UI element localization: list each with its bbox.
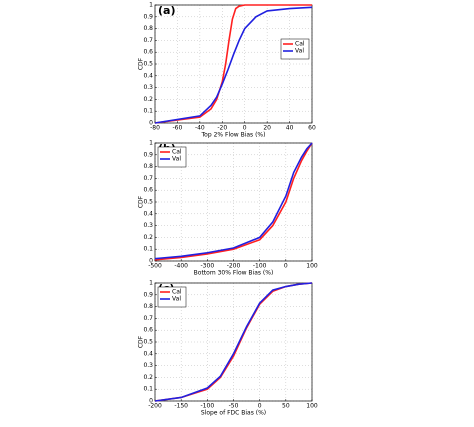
y-tick-label: 0.4 xyxy=(143,210,153,217)
y-axis-label: CDF xyxy=(138,195,145,208)
legend-label: Val xyxy=(295,48,304,55)
x-tick-label: 100 xyxy=(306,403,318,410)
cdf-line xyxy=(154,4,312,124)
x-tick-label: 40 xyxy=(286,125,294,132)
x-tick-label: 50 xyxy=(282,403,290,410)
y-tick-label: 0.8 xyxy=(143,163,153,170)
plot-frame xyxy=(154,282,313,402)
x-tick-label: 20 xyxy=(263,125,271,132)
legend-label: Cal xyxy=(295,41,305,48)
y-tick-label: 0.5 xyxy=(143,339,153,346)
cdf-line xyxy=(154,142,313,261)
legend-label: Cal xyxy=(172,149,182,156)
y-tick-label: 1 xyxy=(149,280,153,287)
y-tick-label: 0.1 xyxy=(143,108,153,115)
y-tick-label: 0.4 xyxy=(143,72,153,79)
plot-frame xyxy=(154,4,313,124)
x-tick-label: 60 xyxy=(308,125,316,132)
panel-label: (a) xyxy=(158,4,175,17)
legend-label: Val xyxy=(172,156,181,163)
legend-label: Val xyxy=(172,296,181,303)
y-tick-label: 1 xyxy=(149,2,153,9)
y-tick-label: 0.6 xyxy=(143,49,153,56)
y-tick-label: 0.5 xyxy=(143,199,153,206)
x-tick-label: 100 xyxy=(306,263,318,270)
y-tick-label: 0.9 xyxy=(143,151,153,158)
x-tick-label: -60 xyxy=(173,125,183,132)
y-tick-label: 0.7 xyxy=(143,175,153,182)
x-tick-label: -150 xyxy=(174,403,188,410)
x-tick-label: -40 xyxy=(195,125,205,132)
y-tick-label: 0 xyxy=(149,258,153,265)
x-tick-label: -50 xyxy=(229,403,239,410)
x-tick-label: 0 xyxy=(258,403,262,410)
y-tick-label: 0.3 xyxy=(143,222,153,229)
y-tick-label: 0.2 xyxy=(143,374,153,381)
x-tick-label: -300 xyxy=(201,263,215,270)
y-tick-label: 0.3 xyxy=(143,362,153,369)
y-tick-label: 0.6 xyxy=(143,327,153,334)
x-tick-label: -400 xyxy=(174,263,188,270)
y-tick-label: 0 xyxy=(149,120,153,127)
y-tick-label: 0.4 xyxy=(143,350,153,357)
y-axis-label: CDF xyxy=(138,57,145,70)
y-tick-label: 0.6 xyxy=(143,187,153,194)
x-tick-label: -80 xyxy=(150,125,160,132)
y-tick-label: 0.5 xyxy=(143,61,153,68)
legend-label: Cal xyxy=(172,289,182,296)
y-tick-label: 0.2 xyxy=(143,96,153,103)
y-tick-label: 0.9 xyxy=(143,291,153,298)
y-tick-label: 0.9 xyxy=(143,13,153,20)
y-tick-label: 0.1 xyxy=(143,246,153,253)
x-tick-label: -200 xyxy=(227,263,241,270)
x-axis-label: Slope of FDC Bias (%) xyxy=(201,410,266,417)
cdf-line xyxy=(154,6,313,124)
y-tick-label: 0.7 xyxy=(143,315,153,322)
y-tick-label: 0.7 xyxy=(143,37,153,44)
cdf-line xyxy=(154,142,313,260)
x-tick-label: -100 xyxy=(201,403,215,410)
cdf-line xyxy=(154,282,313,402)
x-tick-label: -100 xyxy=(253,263,267,270)
x-axis-label: Bottom 30% Flow Bias (%) xyxy=(194,270,274,277)
x-tick-label: -500 xyxy=(148,263,162,270)
x-tick-label: 0 xyxy=(284,263,288,270)
x-axis-label: Top 2% Flow Bias (%) xyxy=(201,132,266,139)
y-tick-label: 0.8 xyxy=(143,25,153,32)
plot-frame xyxy=(154,142,313,262)
y-tick-label: 1 xyxy=(149,140,153,147)
y-axis-label: CDF xyxy=(138,335,145,348)
y-tick-label: 0.2 xyxy=(143,234,153,241)
x-tick-label: 0 xyxy=(243,125,247,132)
x-tick-label: -200 xyxy=(148,403,162,410)
y-tick-label: 0.8 xyxy=(143,303,153,310)
y-tick-label: 0.3 xyxy=(143,84,153,91)
y-tick-label: 0 xyxy=(149,398,153,405)
x-tick-label: -20 xyxy=(217,125,227,132)
y-tick-label: 0.1 xyxy=(143,386,153,393)
